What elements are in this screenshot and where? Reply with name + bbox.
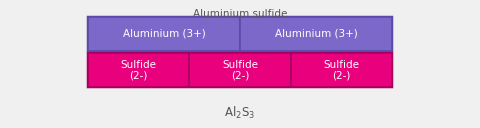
Text: Sulfide: Sulfide xyxy=(120,61,156,71)
Bar xyxy=(88,53,392,87)
Bar xyxy=(240,17,392,51)
Bar xyxy=(291,53,392,87)
Bar xyxy=(88,53,189,87)
Text: Sulfide: Sulfide xyxy=(222,61,258,71)
Text: Aluminium (3+): Aluminium (3+) xyxy=(275,29,358,39)
Text: Sulfide: Sulfide xyxy=(324,61,360,71)
Bar xyxy=(88,17,392,51)
Text: Aluminium sulfide: Aluminium sulfide xyxy=(193,9,287,19)
Bar xyxy=(189,53,291,87)
Text: Al$_2$S$_3$: Al$_2$S$_3$ xyxy=(225,105,255,121)
Text: Aluminium (3+): Aluminium (3+) xyxy=(122,29,205,39)
Text: (2-): (2-) xyxy=(130,71,148,81)
Text: (2-): (2-) xyxy=(332,71,350,81)
Bar xyxy=(88,17,240,51)
Text: (2-): (2-) xyxy=(231,71,249,81)
